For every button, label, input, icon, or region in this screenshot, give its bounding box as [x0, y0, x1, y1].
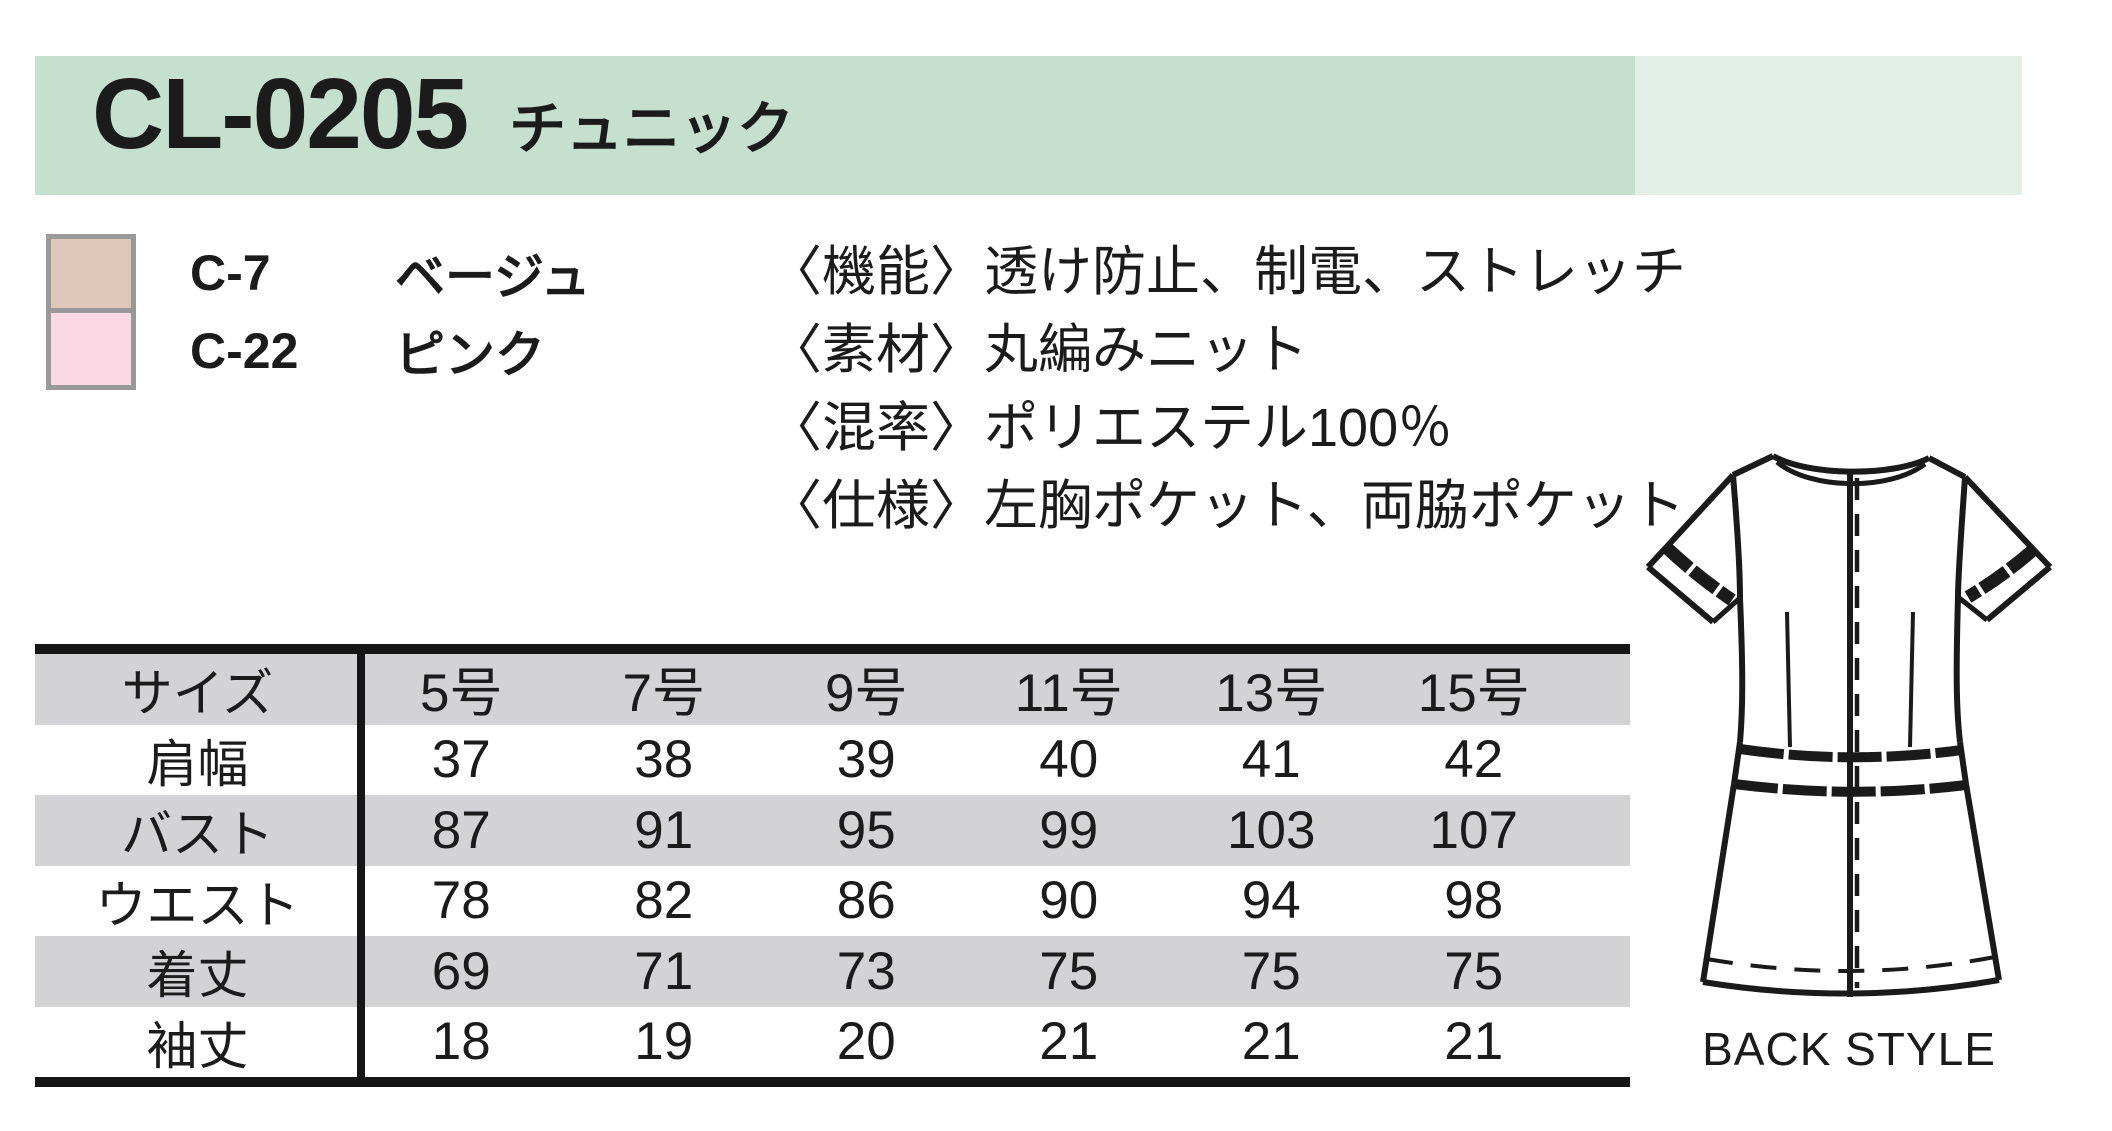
measurement-row: 肩幅 37 38 39 40 41 42: [35, 725, 1630, 796]
measurement-value: 39: [836, 730, 896, 790]
product-name: チュニック: [509, 97, 795, 161]
waist-band-lower: [1733, 779, 1967, 797]
left-sleeve-trim: [1662, 543, 1736, 606]
measurement-value: 75: [1444, 941, 1504, 1001]
measurement-value: 78: [431, 871, 491, 931]
measurement-value: 21: [1444, 1012, 1504, 1072]
measurement-value: 20: [836, 1012, 896, 1072]
measurement-values: 78 82 86 90 94 98: [360, 870, 1630, 931]
spec-line-composition: 〈混率〉ポリエステル100％: [768, 398, 1453, 458]
measurement-value: 95: [836, 800, 896, 860]
measurement-row: 着丈 69 71 73 75 75 75: [35, 936, 1630, 1007]
right-sleeve-cuff: [1985, 564, 2052, 623]
size-column-header: 15号: [1417, 664, 1530, 724]
measurement-label: 袖丈: [146, 1017, 249, 1075]
measurement-values: 69 71 73 75 75 75: [360, 941, 1630, 1002]
measurement-value: 41: [1241, 730, 1301, 790]
color-option: C-22 ピンク: [190, 312, 591, 390]
hem-stitch-line: [1706, 955, 1996, 973]
color-option: C-7 ベージュ: [190, 234, 591, 312]
right-skirt-seam: [1963, 783, 2002, 981]
spec-line-function: 〈機能〉透け防止、制電、ストレッチ: [768, 242, 1686, 302]
back-style-caption: BACK STYLE: [1702, 1023, 1996, 1075]
measurement-value: 19: [634, 1012, 694, 1072]
size-table: サイズ 5号 7号 9号 11号 13号 15号肩幅 37 38 39 40 41 42 バスト 87 91 9…: [35, 644, 1630, 1087]
measurement-value: 99: [1039, 800, 1099, 860]
spec-line-features: 〈仕様〉左胸ポケット、両脇ポケット: [768, 476, 1685, 536]
measurement-value: 21: [1241, 1012, 1301, 1072]
measurement-value: 91: [634, 800, 694, 860]
color-name: ピンク: [395, 327, 545, 383]
product-code: CL-0205: [92, 58, 469, 170]
center-back-seam: [1847, 472, 1860, 997]
right-sleeve-trim: [1964, 545, 2038, 603]
size-column-header: 13号: [1215, 664, 1328, 724]
right-sleeve-outer: [1962, 474, 2053, 570]
left-dart: [1785, 611, 1792, 748]
size-column-header: 7号: [622, 664, 705, 724]
measurement-value: 73: [836, 941, 896, 1001]
measurement-values: 37 38 39 40 41 42: [360, 729, 1630, 790]
left-sleeve-cuff: [1646, 564, 1715, 625]
header-band: [35, 56, 1635, 195]
measurement-value: 107: [1429, 800, 1518, 860]
measurement-value: 86: [836, 871, 896, 931]
measurement-value: 40: [1039, 730, 1099, 790]
measurement-label: ウエスト: [95, 876, 300, 934]
measurement-values: 87 91 95 99 103 107: [360, 800, 1630, 861]
size-table-header-row: サイズ 5号 7号 9号 11号 13号 15号: [35, 654, 1630, 725]
measurement-value: 87: [431, 800, 491, 860]
swatch-pink: [46, 308, 136, 390]
size-table-corner-label: サイズ: [121, 665, 274, 723]
trim-bands: [1662, 543, 2038, 797]
measurement-label: 着丈: [146, 947, 249, 1005]
swatch-beige: [46, 234, 136, 313]
measurement-value: 90: [1039, 871, 1099, 931]
right-dart: [1908, 611, 1915, 748]
left-body-seam: [1730, 474, 1746, 743]
measurement-row: 袖丈 18 19 20 21 21 21: [35, 1007, 1630, 1078]
measurement-value: 37: [431, 730, 491, 790]
spec-line-material: 〈素材〉丸編みニット: [768, 320, 1308, 380]
measurement-value: 42: [1444, 730, 1504, 790]
waist-band-upper: [1739, 744, 1963, 763]
neckline-outer: [1771, 453, 1931, 475]
size-column-header: 11号: [1014, 664, 1123, 724]
color-code: C-22: [190, 323, 299, 379]
size-column-header: 5号: [420, 664, 503, 724]
garment-outline: [1645, 453, 2053, 997]
right-body-seam: [1953, 476, 1968, 743]
measurement-row: ウエスト 78 82 86 90 94 98: [35, 866, 1630, 937]
color-code: C-7: [190, 245, 271, 301]
measurement-value: 71: [634, 941, 694, 1001]
garment-back-illustration: [1645, 453, 2053, 997]
measurement-value: 38: [634, 730, 694, 790]
table-column-divider: [357, 654, 365, 1077]
measurement-value: 75: [1039, 941, 1099, 1001]
product-title: CL-0205 チュニック: [92, 64, 794, 164]
measurement-value: 94: [1241, 871, 1301, 931]
measurement-values: 18 19 20 21 21 21: [360, 1011, 1630, 1072]
measurement-value: 75: [1241, 941, 1301, 1001]
color-name: ベージュ: [395, 249, 591, 305]
measurement-value: 103: [1227, 800, 1316, 860]
measurement-value: 82: [634, 871, 694, 931]
measurement-value: 21: [1039, 1012, 1099, 1072]
header-band-accent: [1635, 56, 2022, 195]
left-skirt-seam: [1700, 783, 1737, 983]
measurement-label: バスト: [120, 806, 274, 864]
spec-list: 〈機能〉透け防止、制電、ストレッチ 〈素材〉丸編みニット 〈混率〉ポリエステル1…: [768, 233, 1686, 545]
measurement-label: 肩幅: [146, 735, 249, 793]
size-columns: 5号 7号 9号 11号 13号 15号: [360, 651, 1630, 727]
measurement-value: 98: [1444, 871, 1504, 931]
color-options: C-7 ベージュ C-22 ピンク: [190, 234, 591, 390]
size-column-header: 9号: [825, 664, 908, 724]
measurement-row: バスト 87 91 95 99 103 107: [35, 795, 1630, 866]
measurement-value: 18: [431, 1012, 491, 1072]
measurement-value: 69: [431, 941, 491, 1001]
left-sleeve-outer: [1645, 472, 1736, 570]
